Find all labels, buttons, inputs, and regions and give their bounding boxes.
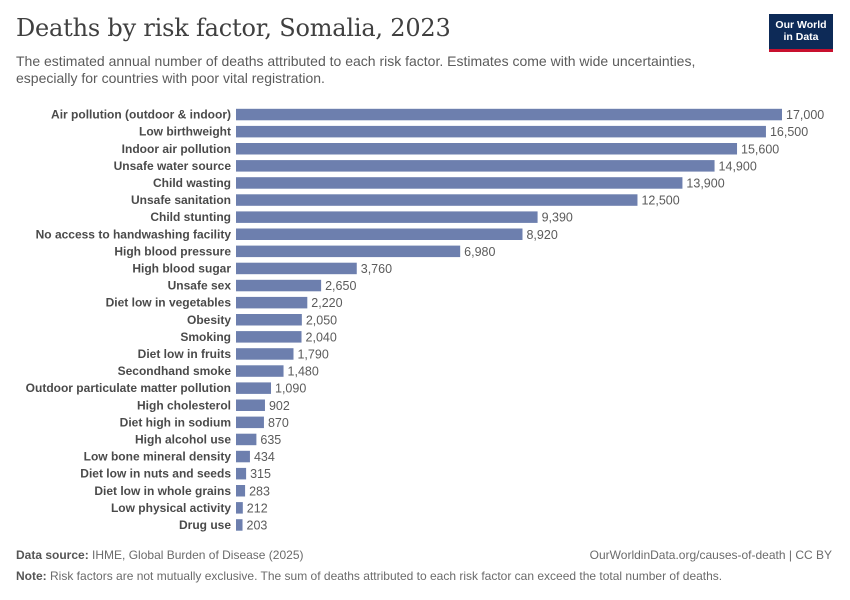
value-label: 2,050 xyxy=(306,313,337,327)
chart-subtitle: The estimated annual number of deaths at… xyxy=(16,53,696,86)
bar[interactable] xyxy=(236,177,683,189)
chart-title: Deaths by risk factor, Somalia, 2023 xyxy=(16,14,451,42)
category-label: Unsafe sex xyxy=(168,279,232,293)
source-url[interactable]: OurWorldinData.org/causes-of-death | CC … xyxy=(589,548,832,562)
bar[interactable] xyxy=(236,314,302,326)
bars-group: Air pollution (outdoor & indoor) 17,000 Lo… xyxy=(26,108,825,533)
bar[interactable] xyxy=(236,399,265,412)
value-label: 902 xyxy=(269,399,290,413)
note-label: Note: xyxy=(16,569,47,583)
chart-note: Note: Risk factors are not mutually excl… xyxy=(16,569,722,583)
value-label: 3,760 xyxy=(361,262,392,276)
value-label: 17,000 xyxy=(786,108,824,122)
bar[interactable] xyxy=(236,279,322,292)
bar[interactable] xyxy=(236,450,250,463)
category-label: Child stunting xyxy=(150,210,231,224)
bar[interactable] xyxy=(236,467,247,480)
value-label: 1,790 xyxy=(297,347,328,361)
value-label: 315 xyxy=(250,467,271,481)
category-label: Outdoor particulate matter pollution xyxy=(26,381,231,395)
category-label: Unsafe sanitation xyxy=(131,193,231,207)
category-label: Drug use xyxy=(179,518,231,532)
value-label: 14,900 xyxy=(719,159,757,173)
category-label: Diet low in vegetables xyxy=(106,296,232,310)
bar[interactable] xyxy=(236,125,766,138)
value-label: 2,040 xyxy=(306,330,337,344)
category-label: High cholesterol xyxy=(137,398,231,412)
data-source-label: Data source: xyxy=(16,548,89,562)
category-label: Diet low in whole grains xyxy=(94,484,231,498)
value-label: 12,500 xyxy=(641,194,679,208)
bar[interactable] xyxy=(236,485,246,497)
data-source: Data source: IHME, Global Burden of Dise… xyxy=(16,548,303,562)
bar[interactable] xyxy=(236,143,738,155)
value-label: 13,900 xyxy=(686,176,724,190)
value-label: 635 xyxy=(260,433,281,447)
category-label: Smoking xyxy=(180,330,231,344)
bar[interactable] xyxy=(236,433,257,446)
category-label: Unsafe water source xyxy=(114,159,232,173)
value-label: 16,500 xyxy=(770,125,808,139)
category-label: Secondhand smoke xyxy=(118,364,232,378)
category-label: Low birthweight xyxy=(139,125,231,139)
bar[interactable] xyxy=(236,416,264,429)
value-label: 2,650 xyxy=(325,279,356,293)
value-label: 203 xyxy=(247,518,268,532)
value-label: 283 xyxy=(249,484,270,498)
owid-logo[interactable]: Our World in Data xyxy=(769,14,833,52)
bar[interactable] xyxy=(236,296,308,309)
bar[interactable] xyxy=(236,194,638,206)
category-label: Low physical activity xyxy=(111,501,231,515)
bar[interactable] xyxy=(236,365,284,377)
value-label: 1,090 xyxy=(275,382,306,396)
value-label: 2,220 xyxy=(311,296,342,310)
category-label: High blood sugar xyxy=(132,261,231,275)
bar[interactable] xyxy=(236,519,243,531)
category-label: Child wasting xyxy=(153,176,231,190)
bar[interactable] xyxy=(236,228,523,241)
data-source-text[interactable]: IHME, Global Burden of Disease (2025) xyxy=(92,548,304,562)
value-label: 8,920 xyxy=(526,228,557,242)
bar[interactable] xyxy=(236,211,538,223)
value-label: 6,980 xyxy=(464,245,495,259)
value-label: 15,600 xyxy=(741,142,779,156)
bar[interactable] xyxy=(236,160,715,172)
category-label: Air pollution (outdoor & indoor) xyxy=(51,108,231,122)
category-label: Obesity xyxy=(187,313,231,327)
note-text: Risk factors are not mutually exclusive.… xyxy=(50,569,723,583)
bar[interactable] xyxy=(236,348,294,360)
category-label: No access to handwashing facility xyxy=(36,227,232,241)
category-label: High blood pressure xyxy=(114,244,231,258)
value-label: 212 xyxy=(247,501,268,515)
category-label: Indoor air pollution xyxy=(122,142,231,156)
value-label: 1,480 xyxy=(288,365,319,379)
category-label: Diet low in nuts and seeds xyxy=(80,467,231,481)
bar[interactable] xyxy=(236,262,357,275)
value-label: 434 xyxy=(254,450,275,464)
category-label: Low bone mineral density xyxy=(84,450,232,464)
bar[interactable] xyxy=(236,382,272,394)
value-label: 870 xyxy=(268,416,289,430)
logo-line-2: in Data xyxy=(783,31,819,43)
bar[interactable] xyxy=(236,331,302,343)
bar[interactable] xyxy=(236,245,461,258)
category-label: Diet low in fruits xyxy=(138,347,232,361)
bar[interactable] xyxy=(236,502,243,514)
value-label: 9,390 xyxy=(542,211,573,225)
bar[interactable] xyxy=(236,108,782,121)
category-label: Diet high in sodium xyxy=(120,415,231,429)
logo-line-1: Our World xyxy=(775,19,827,31)
category-label: High alcohol use xyxy=(135,432,231,446)
